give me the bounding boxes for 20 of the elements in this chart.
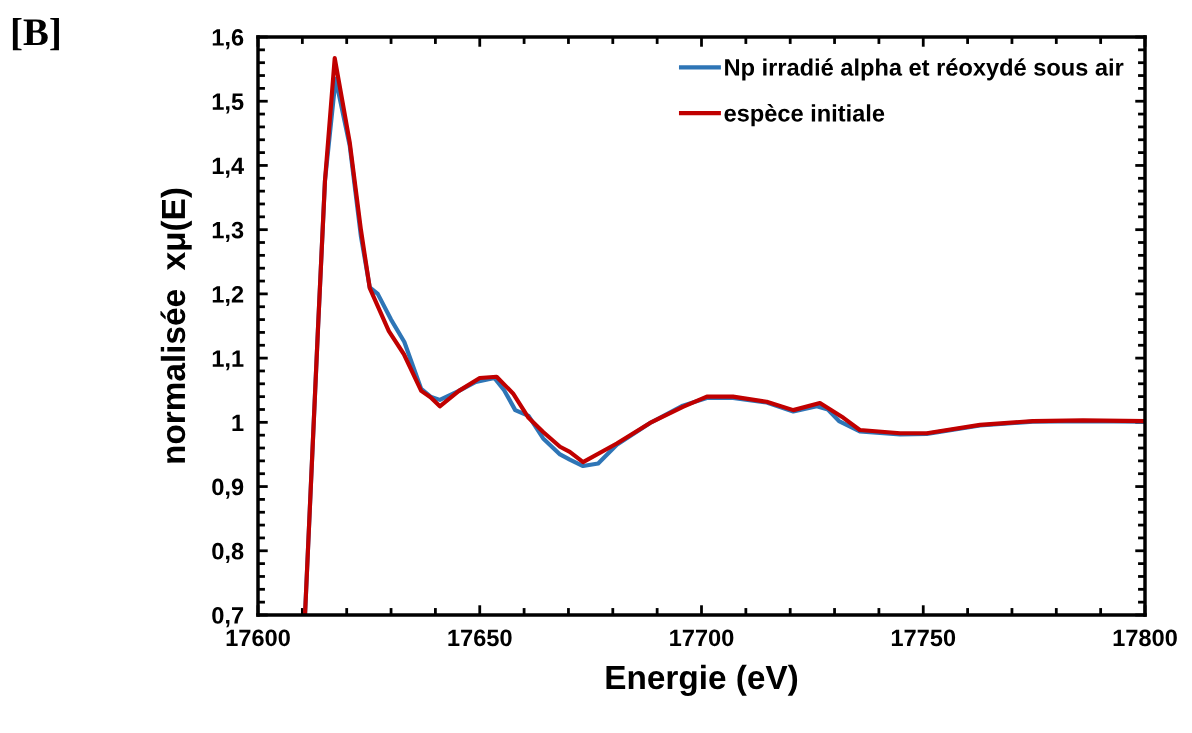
y-tick-label: 0,7 <box>212 607 244 628</box>
y-tick-label: 1,1 <box>212 350 244 371</box>
y-tick-label: 1,2 <box>212 285 244 307</box>
y-tick-label: 1,5 <box>212 93 244 114</box>
y-tick-label: 1,3 <box>212 221 244 242</box>
x-tick-label: 17750 <box>891 629 956 647</box>
y-tick-label: 0,9 <box>212 478 244 499</box>
y-tick-label: 1,4 <box>212 157 244 178</box>
x-tick-label: 17800 <box>1113 629 1177 647</box>
x-tick-label: 17600 <box>226 629 290 647</box>
y-axis-title: normalisée xμ(E) <box>160 188 192 463</box>
x-tick-label: 17650 <box>448 629 512 647</box>
y-tick-label: 1 <box>232 414 244 431</box>
legend-label: Np irradié alpha et réoxydé sous air <box>725 58 1124 81</box>
y-tick-label: 1,6 <box>212 29 244 50</box>
text: [B] <box>12 18 59 51</box>
x-tick-label: 17700 <box>670 629 734 647</box>
x-axis-title: Energie (eV) <box>606 664 798 697</box>
legend-label: espèce initiale <box>724 104 885 127</box>
y-tick-label: 0,8 <box>212 542 244 563</box>
